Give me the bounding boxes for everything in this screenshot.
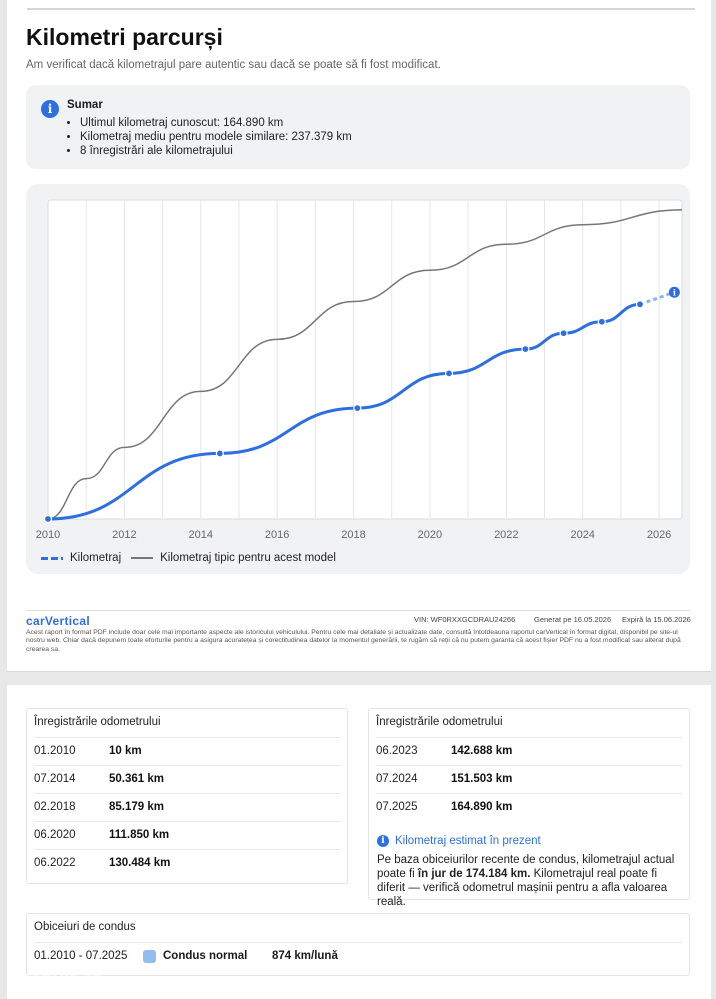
estimate-title: Kilometraj estimat în prezent — [395, 835, 541, 847]
table-row: 02.2018 85.179 km — [34, 793, 340, 820]
row-value: 111.850 km — [109, 829, 170, 841]
legend-label-typical: Kilometraj tipic pentru acest model — [160, 552, 336, 564]
row-date: 07.2024 — [376, 773, 418, 785]
summary-box: i Sumar Ultimul kilometraj cunoscut: 164… — [26, 85, 690, 169]
driving-row: 01.2010 - 07.2025 Condus normal 874 km/l… — [34, 942, 682, 969]
estimate-text: Pe baza obiceiurilor recente de condus, … — [377, 853, 677, 909]
mileage-point — [521, 345, 530, 354]
mileage-chart: 2010 2012 2014 2016 2018 2020 2022 2024 2026 i Ki… — [26, 184, 690, 574]
row-value: 142.688 km — [451, 745, 513, 757]
x-tick-label: 2020 — [418, 529, 442, 541]
row-date: 02.2018 — [34, 801, 76, 813]
summary-list: Ultimul kilometraj cunoscut: 164.890 km … — [80, 116, 352, 158]
row-value: 164.890 km — [451, 801, 513, 813]
row-date: 06.2022 — [34, 857, 76, 869]
info-icon: i — [41, 100, 59, 118]
brand-logo: carVertical — [26, 614, 91, 628]
x-tick-label: 2024 — [570, 529, 594, 541]
info-icon: i — [673, 288, 676, 298]
summary-item: Ultimul kilometraj cunoscut: 164.890 km — [80, 116, 352, 130]
table-row: 01.2010 10 km — [34, 737, 340, 764]
estimate-text-end: Kilometrajul real poate fi diferit — ver… — [377, 868, 668, 908]
driving-label: Condus normal — [163, 950, 248, 962]
summary-item: Kilometraj mediu pentru modele similare:… — [80, 130, 352, 144]
row-date: 07.2025 — [376, 801, 418, 813]
table-row: 06.2020 111.850 km — [34, 821, 340, 848]
odometer-title: Înregistrările odometrului — [34, 716, 161, 728]
mileage-chart-svg: 2010 2012 2014 2016 2018 2020 2022 2024 2026 i — [36, 199, 683, 541]
driving-habits-card: Obiceiuri de condus 01.2010 - 07.2025 Co… — [26, 913, 690, 976]
legend-label-mileage: Kilometraj — [70, 552, 122, 564]
generated-date: Generat pe 16.05.2026 — [534, 615, 612, 624]
estimated-point-icon — [668, 286, 680, 298]
report-page-2: Înregistrările odometrului 01.2010 10 km… — [7, 685, 711, 999]
page-subtitle: Am verificat dacă kilometrajul pare aute… — [26, 59, 441, 71]
mileage-point — [444, 369, 454, 378]
driving-title: Obiceiuri de condus — [34, 921, 136, 933]
odometer-card-right: Înregistrările odometrului 06.2023 142.6… — [368, 708, 690, 908]
table-row: 06.2022 130.484 km — [34, 849, 340, 876]
row-value: 50.361 km — [109, 773, 164, 785]
driving-period: 01.2010 - 07.2025 — [34, 950, 128, 962]
info-icon: i — [377, 835, 389, 847]
mileage-point — [559, 329, 568, 338]
summary-item: 8 înregistrări ale kilometrajului — [80, 144, 352, 158]
row-value: 10 km — [109, 745, 142, 757]
watermark-logo: autovit.ro — [8, 968, 105, 990]
row-value: 85.179 km — [109, 801, 164, 813]
driving-rate: 874 km/lună — [272, 950, 338, 962]
estimate-heading: i Kilometraj estimat în prezent — [377, 835, 541, 847]
summary-title: Sumar — [67, 99, 103, 111]
x-tick-label: 2014 — [189, 529, 213, 541]
mileage-point — [635, 300, 645, 309]
estimate-text-start: Pe baza obiceiurilor recente de condus, … — [377, 854, 675, 880]
legend-swatch-typical — [131, 557, 154, 559]
row-value: 130.484 km — [109, 857, 171, 869]
driving-color-swatch — [143, 949, 156, 963]
row-date: 01.2010 — [34, 745, 76, 757]
mileage-line — [46, 302, 642, 521]
mileage-point — [215, 449, 224, 458]
legend-swatch-mileage — [41, 556, 63, 560]
disclaimer-text: Acest raport în format PDF include doar … — [26, 629, 681, 653]
chart-legend: Kilometraj Kilometraj tipic pentru acest… — [41, 552, 336, 564]
row-date: 07.2014 — [34, 773, 76, 785]
expiry-date: Expiră la 15.06.2026 — [622, 615, 691, 624]
page-title: Kilometri parcurși — [26, 24, 223, 50]
vin-text: VIN: WF0RXXGCDRAU24266 — [414, 615, 516, 624]
x-tick-label: 2012 — [112, 529, 136, 541]
typical-mileage-line — [47, 209, 683, 520]
x-tick-label: 2018 — [341, 529, 365, 541]
top-divider — [27, 8, 695, 10]
row-date: 06.2020 — [34, 829, 76, 841]
table-row: 07.2024 151.503 km — [376, 765, 682, 792]
table-row: 07.2025 164.890 km — [376, 793, 682, 820]
footer-divider — [26, 610, 690, 611]
odometer-card-left: Înregistrările odometrului 01.2010 10 km… — [26, 708, 348, 884]
x-tick-label: 2022 — [494, 529, 518, 541]
estimate-value: în jur de 174.184 km. — [417, 868, 531, 880]
x-tick-label: 2016 — [265, 529, 289, 541]
table-row: 07.2014 50.361 km — [34, 765, 340, 792]
mileage-point — [353, 403, 362, 413]
x-tick-label: 2026 — [647, 529, 671, 541]
x-tick-label: 2010 — [36, 529, 60, 541]
mileage-point — [597, 317, 606, 326]
estimated-segment — [639, 290, 675, 306]
report-page-1: Kilometri parcurși Am verificat dacă kil… — [7, 0, 711, 672]
plot-area — [47, 199, 683, 520]
table-row: 06.2023 142.688 km — [376, 737, 682, 764]
odometer-title: Înregistrările odometrului — [376, 716, 503, 728]
mileage-point — [43, 514, 53, 524]
row-date: 06.2023 — [376, 745, 418, 757]
row-value: 151.503 km — [451, 773, 513, 785]
